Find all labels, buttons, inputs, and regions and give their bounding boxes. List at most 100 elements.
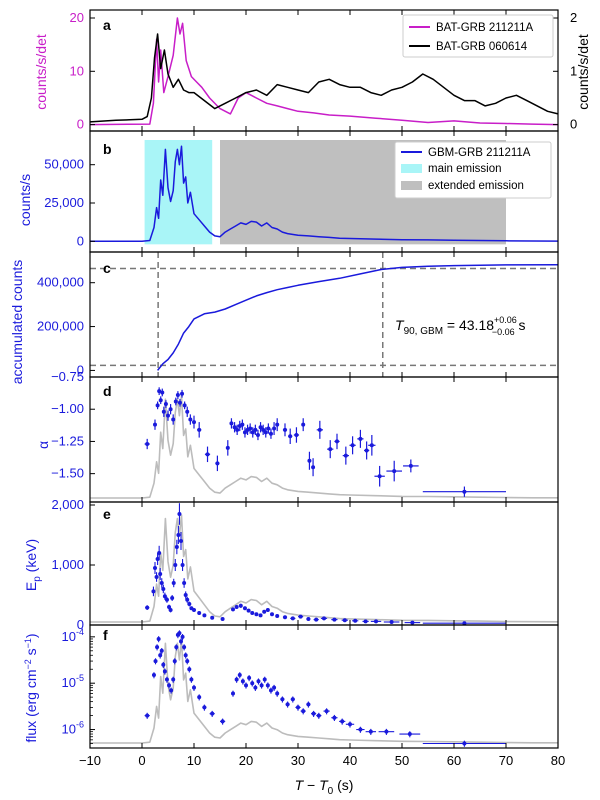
ep-point [410, 620, 415, 625]
flux-point [324, 709, 329, 714]
alpha-point [317, 427, 322, 432]
ep-point [179, 539, 183, 543]
ep-point [158, 572, 163, 576]
ylabel-a: counts/s/det [33, 34, 49, 110]
alpha-point [250, 430, 255, 435]
flux-point [164, 677, 169, 682]
flux-point [301, 709, 306, 714]
x-tick-label: 10 [187, 753, 201, 768]
yf-tick-exp: -5 [76, 673, 84, 683]
x-tick-label: 60 [447, 753, 461, 768]
yb-tick-label: 25,000 [44, 195, 84, 210]
flux-point [250, 681, 255, 686]
alpha-point [266, 426, 271, 431]
flux-point [358, 727, 363, 732]
panel-letter-d: d [103, 383, 112, 399]
alpha-point [272, 426, 277, 431]
alpha-point [229, 421, 234, 426]
flux-point [177, 631, 182, 636]
panel-f: 10-610-510-4 [62, 624, 559, 749]
alpha-point [369, 443, 374, 448]
shared-x-axis: −10 0 10 20 30 40 50 60 70 80 [79, 753, 565, 768]
x-tick-label: 0 [138, 753, 145, 768]
legend-a-item-1: BAT-GRB 211211A [436, 22, 533, 34]
ep-point [159, 581, 164, 585]
ep-point [192, 608, 196, 612]
alpha-point [171, 417, 176, 422]
flux-point [158, 653, 163, 658]
ylabel-d: α [35, 441, 51, 449]
alpha-point [173, 399, 178, 404]
alpha-point [188, 417, 193, 422]
flux-point [231, 691, 235, 696]
ep-point [314, 617, 319, 622]
flux-point [187, 667, 192, 672]
flux-point [182, 645, 187, 650]
flux-point [290, 697, 295, 702]
panel-d: −1.50 −1.25 −1.00 −0.75 [51, 369, 559, 503]
ep-point [306, 617, 311, 621]
flux-point [316, 713, 321, 718]
ep-point [154, 575, 159, 579]
ep-point [173, 563, 178, 567]
alpha-point [242, 430, 247, 435]
t90-annotation: T90, GBM = 43.18+0.06 −0.06 s [395, 315, 525, 337]
alpha-point [160, 390, 165, 395]
alpha-point [235, 427, 240, 432]
alpha-point [268, 431, 273, 436]
ep-point [374, 619, 378, 624]
ep-point [220, 617, 225, 621]
flux-point [296, 705, 300, 710]
alpha-point [180, 391, 185, 396]
flux-point [156, 636, 161, 641]
ep-point [177, 512, 182, 516]
alpha-point [377, 474, 382, 479]
alpha-point [253, 427, 258, 432]
alpha-point [328, 447, 333, 452]
alpha-point [185, 409, 190, 414]
yd-tick-label: −1.50 [51, 466, 84, 481]
ep-point [283, 615, 287, 620]
yb-tick-label: 0 [77, 233, 84, 248]
flux-point [189, 677, 194, 682]
flux-point [159, 648, 164, 653]
alpha-point [177, 400, 182, 405]
panel-letter-c: c [103, 260, 111, 276]
flux-point [162, 669, 167, 674]
alpha-point [248, 426, 253, 431]
ep-point [167, 605, 172, 609]
ep-point [185, 597, 190, 602]
x-tick-label: 40 [343, 753, 357, 768]
flux-point [202, 705, 207, 710]
flux-point [234, 677, 239, 682]
yd-tick-label: −0.75 [51, 369, 84, 384]
alpha-point [288, 434, 293, 439]
flux-point [220, 719, 225, 724]
ep-point [153, 566, 157, 570]
ep-point [238, 603, 243, 608]
flux-point [348, 722, 352, 727]
ep-point [250, 611, 255, 615]
alpha-point [182, 403, 187, 408]
alpha-point [358, 436, 363, 441]
ylabel-a-right: counts/s/det [575, 34, 591, 110]
alpha-point [158, 398, 163, 403]
ep-point [155, 557, 160, 561]
panel-frame [89, 624, 559, 749]
ya-right-tick-label: 0 [570, 117, 577, 132]
ep-point [183, 593, 188, 597]
ep-point [389, 620, 394, 624]
yf-tick-exp: -4 [76, 627, 84, 637]
ya-tick-label: 10 [70, 63, 84, 78]
alpha-point [335, 439, 339, 444]
flux-point [183, 653, 188, 658]
flux-point [384, 729, 389, 734]
ya-right-tick-label: 2 [570, 10, 577, 25]
alpha-point [205, 452, 210, 457]
flux-point [272, 685, 277, 690]
yd-tick-label: −1.00 [51, 401, 84, 416]
alpha-point [215, 461, 220, 466]
panel-a: 0 10 20 0 1 2 [70, 9, 577, 132]
yf-tick-exp: -6 [76, 720, 84, 730]
flux-point [179, 639, 183, 644]
